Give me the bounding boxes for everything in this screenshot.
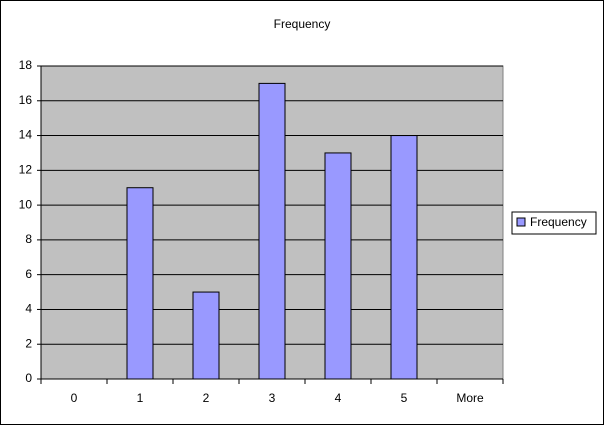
y-tick-label: 4 <box>25 302 32 316</box>
y-tick-label: 16 <box>19 93 33 107</box>
bar <box>390 135 418 380</box>
x-tick-label: 5 <box>401 391 408 405</box>
bar <box>324 152 352 380</box>
y-tick-label: 8 <box>25 232 32 246</box>
x-tick-label: 3 <box>269 391 276 405</box>
bar <box>126 187 154 380</box>
legend-swatch <box>516 217 526 227</box>
x-tick-label: 0 <box>71 391 78 405</box>
bar <box>258 82 286 380</box>
y-tick-label: 18 <box>19 58 33 72</box>
x-tick-label: 1 <box>137 391 144 405</box>
bar <box>192 291 220 380</box>
legend-box <box>511 211 597 235</box>
y-tick-label: 10 <box>19 197 33 211</box>
y-tick-label: 0 <box>25 371 32 385</box>
y-tick-label: 14 <box>19 128 33 142</box>
y-tick-label: 6 <box>25 267 32 281</box>
legend-label: Frequency <box>530 215 587 229</box>
chart-title: Frequency <box>274 17 331 31</box>
x-tick-label: 2 <box>203 391 210 405</box>
y-tick-label: 2 <box>25 336 32 350</box>
y-tick-label: 12 <box>19 163 33 177</box>
x-tick-label: 4 <box>335 391 342 405</box>
x-tick-label: More <box>456 391 484 405</box>
